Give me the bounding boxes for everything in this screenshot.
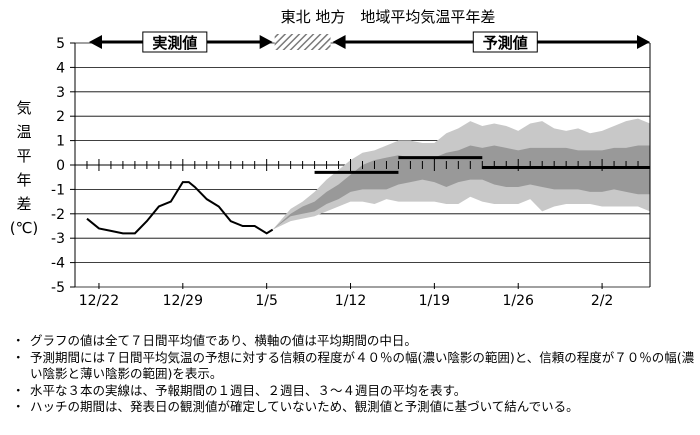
hatched-period: [274, 34, 331, 50]
y-tick-label: -4: [51, 256, 65, 272]
y-label-char: (℃): [10, 219, 39, 237]
x-tick-label: 12/22: [79, 293, 119, 309]
x-tick-label: 2/2: [591, 293, 614, 309]
note-item: ・グラフの値は全て７日間平均値であり、横軸の値は平均期間の中日。: [12, 333, 698, 350]
forecast-arrow-head-right: [637, 35, 650, 49]
x-tick-label: 12/29: [163, 293, 203, 309]
note-text: ハッチの期間は、発表日の観測値が確定していないため、観測値と予測値に基づいて結ん…: [30, 399, 579, 414]
x-tick-label: 1/5: [255, 293, 278, 309]
note-text: グラフの値は全て７日間平均値であり、横軸の値は平均期間の中日。: [30, 333, 417, 348]
note-bullet: ・: [12, 382, 25, 398]
tick-labels: 5 4 3 2 1 0 -1 -2 -3 -4 -5 12/22 12/29 1/5 1/12 1/19 1/2…: [51, 36, 613, 309]
y-label-char: 温: [16, 123, 31, 141]
note-item: ・ハッチの期間は、発表日の観測値が確定していないため、観測値と予測値に基づいて結…: [12, 399, 698, 416]
confidence-bands: [272, 118, 650, 230]
observed-arrow-head-left: [89, 35, 102, 49]
observed-arrow-head-right: [259, 35, 273, 49]
y-tick-label: 0: [56, 158, 65, 174]
forecast-arrow-head-left: [332, 35, 346, 49]
note-item: ・予測期間には７日間平均気温の予想に対する信頼の程度が４０％の幅(濃い陰影の範囲…: [12, 350, 698, 383]
y-label-char: 気: [16, 99, 31, 117]
y-tick-label: 5: [56, 36, 65, 52]
observed-line: [86, 181, 274, 235]
y-tick-label: 1: [56, 134, 65, 150]
note-text: 水平な３本の実線は、予報期間の１週目、２週目、３～４週目の平均を表す。: [30, 382, 467, 398]
y-label-char: 年: [16, 171, 31, 189]
y-label-char: 平: [16, 147, 31, 165]
note-bullet: ・: [12, 399, 25, 414]
y-tick-label: -3: [51, 231, 65, 247]
y-tick-label: -5: [51, 280, 65, 296]
note-item: ・水平な３本の実線は、予報期間の１週目、２週目、３～４週目の平均を表す。: [12, 383, 698, 400]
note-text: 予測期間には７日間平均気温の予想に対する信頼の程度が４０％の幅(濃い陰影の範囲)…: [30, 349, 695, 382]
y-label-char: 差: [16, 195, 31, 213]
note-bullet: ・: [12, 333, 25, 348]
period-indicators: 実測値 予測値: [89, 31, 650, 53]
y-tick-label: -1: [51, 182, 65, 198]
forecast-label: 予測値: [483, 34, 528, 52]
chart-title: 東北 地方 地域平均気温平年差: [281, 8, 496, 26]
y-axis-label: 気温平年差 (℃): [10, 99, 39, 237]
x-tick-label: 1/12: [335, 293, 366, 309]
axes: [70, 42, 651, 289]
notes: ・グラフの値は全て７日間平均値であり、横軸の値は平均期間の中日。・予測期間には７…: [12, 333, 698, 416]
series-lines: [86, 156, 650, 235]
observed-label: 実測値: [152, 34, 197, 52]
forecast-label-box: [472, 31, 538, 53]
y-tick-label: 4: [56, 60, 65, 76]
note-bullet: ・: [12, 349, 25, 365]
y-tick-label: -2: [51, 207, 65, 223]
temperature-anomaly-chart: 東北 地方 地域平均気温平年差 気温平年差 (℃) 実測値 予測値 5 4 3 2 1 0 -1…: [10, 8, 651, 309]
x-tick-label: 1/19: [419, 293, 450, 309]
y-tick-label: 3: [56, 85, 65, 101]
y-tick-label: 2: [56, 109, 65, 125]
observed-label-box: [142, 31, 208, 53]
x-tick-label: 1/26: [503, 293, 535, 309]
